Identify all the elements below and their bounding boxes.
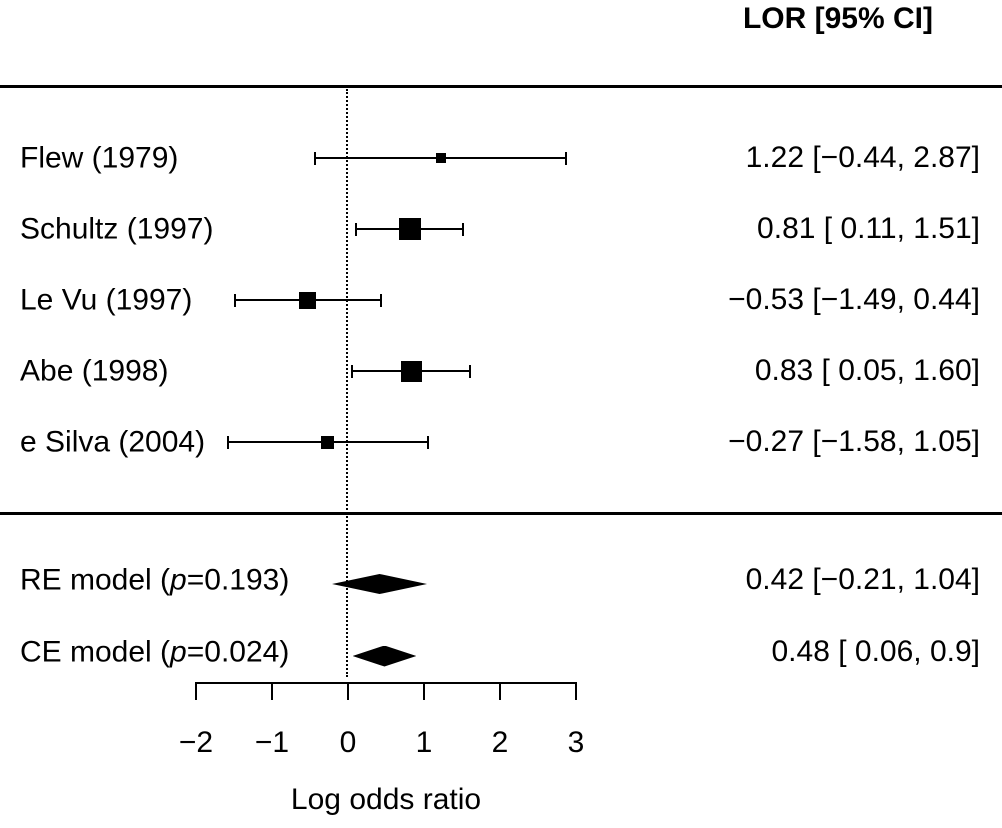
p-value-symbol: p (170, 635, 187, 669)
top-rule (0, 85, 1002, 88)
ci-cap-right (380, 293, 383, 307)
ci-cap-right (426, 435, 429, 449)
study-label: Schultz (1997) (20, 212, 214, 246)
x-axis-tick-mark (499, 682, 501, 700)
x-axis-tick-label: 3 (567, 726, 585, 759)
estimate-marker (320, 435, 334, 449)
ci-cap-left (313, 151, 316, 165)
study-label: Abe (1998) (20, 354, 169, 388)
ci-cap-right (468, 364, 471, 378)
x-axis-tick-label: −1 (254, 726, 290, 759)
estimate-marker (299, 291, 317, 309)
x-axis-tick-mark (575, 682, 577, 700)
annotation-column-header: LOR [95% CI] (742, 2, 933, 35)
summary-annotation: 0.48 [ 0.06, 0.9] (771, 635, 981, 668)
estimate-marker (398, 218, 421, 240)
x-axis-title: Log odds ratio (290, 783, 482, 816)
x-axis-tick-mark (271, 682, 273, 700)
study-label: e Silva (2004) (20, 425, 206, 459)
study-annotation: 0.81 [ 0.11, 1.51] (757, 212, 980, 245)
x-axis-tick-label: 1 (415, 726, 433, 759)
estimate-marker (435, 153, 446, 163)
section-separator-rule (0, 512, 1002, 515)
ci-cap-right (461, 222, 464, 236)
ci-cap-left (233, 293, 236, 307)
x-axis-line (195, 682, 577, 684)
summary-annotation: 0.42 [−0.21, 1.04] (745, 563, 980, 596)
x-axis-tick-mark (195, 682, 197, 700)
x-axis-tick-label: 2 (491, 726, 509, 759)
zero-reference-line (346, 89, 348, 677)
ci-cap-left (226, 435, 229, 449)
study-annotation: 1.22 [−0.44, 2.87] (745, 141, 980, 174)
study-annotation: 0.83 [ 0.05, 1.60] (754, 354, 980, 387)
x-axis-tick-label: −2 (178, 726, 214, 759)
study-annotation: −0.27 [−1.58, 1.05] (728, 425, 980, 458)
study-annotation: −0.53 [−1.49, 0.44] (728, 283, 980, 316)
estimate-marker (400, 360, 422, 382)
study-label: Le Vu (1997) (20, 283, 193, 317)
summary-diamond (332, 574, 428, 594)
x-axis-tick-mark (347, 682, 349, 700)
x-axis-tick-mark (423, 682, 425, 700)
x-axis-tick-label: 0 (339, 726, 357, 759)
summary-label: RE model (p=0.193) (20, 563, 290, 597)
p-value-symbol: p (170, 563, 187, 597)
summary-label: CE model (p=0.024) (20, 635, 290, 669)
study-label: Flew (1979) (20, 141, 179, 175)
ci-cap-left (350, 364, 353, 378)
ci-cap-right (565, 151, 568, 165)
ci-cap-left (355, 222, 358, 236)
summary-diamond (352, 645, 417, 667)
